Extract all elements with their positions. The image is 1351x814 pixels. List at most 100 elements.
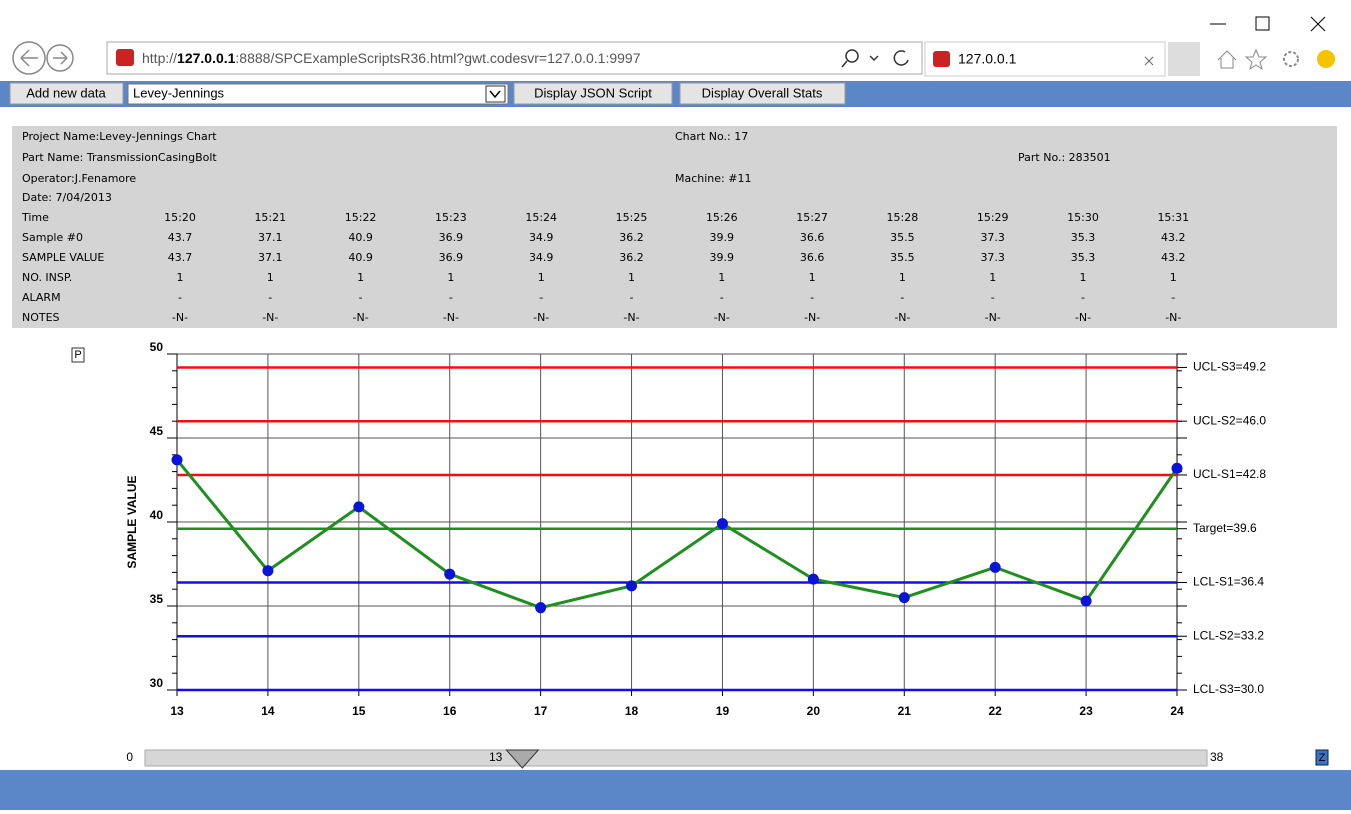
smiley-icon[interactable] xyxy=(1317,50,1335,68)
x-tick-label: 24 xyxy=(1170,704,1184,718)
row-label: NO. INSP. xyxy=(22,271,72,284)
cell: -N- xyxy=(804,311,820,324)
row-label: ALARM xyxy=(22,291,61,304)
data-point xyxy=(807,573,819,585)
row-label: Sample #0 xyxy=(22,231,83,244)
part-name: Part Name: TransmissionCasingBolt xyxy=(22,151,217,164)
search-arrow xyxy=(841,55,879,68)
cell: 15:28 xyxy=(887,211,919,224)
x-tick-label: 18 xyxy=(625,704,639,718)
zoom-icon-label: Z xyxy=(1319,752,1326,764)
scroll-track[interactable] xyxy=(144,749,1208,767)
cell: - xyxy=(268,291,272,304)
address-bar[interactable] xyxy=(106,41,923,75)
cell: 36.2 xyxy=(619,231,644,244)
data-line xyxy=(175,458,1179,610)
y-axis-title: SAMPLE VALUE xyxy=(125,475,139,568)
search-icon[interactable] xyxy=(845,49,859,63)
x-tick-label: 23 xyxy=(1079,704,1093,718)
limit-label: UCL-S1=42.8 xyxy=(1193,467,1266,481)
close[interactable] xyxy=(1310,16,1326,32)
tab[interactable] xyxy=(924,41,1166,77)
cell: 36.9 xyxy=(439,251,464,264)
limit-label: Target=39.6 xyxy=(1193,521,1257,535)
cell: - xyxy=(900,291,904,304)
data-point xyxy=(262,565,274,577)
y-tick-label: 30 xyxy=(150,676,164,690)
cell: 35.5 xyxy=(890,231,915,244)
cell: 39.9 xyxy=(710,231,735,244)
chart-select-value: Levey-Jennings xyxy=(133,85,225,100)
cell: 1 xyxy=(357,271,364,284)
x-tick-label: 22 xyxy=(989,704,1003,718)
data-point xyxy=(353,501,365,513)
cell: 36.2 xyxy=(619,251,644,264)
cell: 40.9 xyxy=(348,251,373,264)
stats-button-label: Display Overall Stats xyxy=(702,85,823,100)
cell: 1 xyxy=(538,271,545,284)
operator: Operator:J.Fenamore xyxy=(22,172,136,185)
stats-button[interactable] xyxy=(679,82,846,105)
url: http://127.0.0.1:8888/SPCExampleScriptsR… xyxy=(142,50,641,66)
cell: 35.3 xyxy=(1071,231,1096,244)
cell: 1 xyxy=(989,271,996,284)
cell: 37.1 xyxy=(258,231,283,244)
print-icon[interactable] xyxy=(71,347,85,363)
y-tick-label: 50 xyxy=(150,340,164,354)
json-button-label: Display JSON Script xyxy=(534,85,652,100)
cell: 36.6 xyxy=(800,231,825,244)
row-label: SAMPLE VALUE xyxy=(22,251,104,264)
cell: 15:20 xyxy=(164,211,196,224)
back-arrow xyxy=(20,49,38,67)
settings-icon[interactable] xyxy=(1283,51,1299,67)
x-tick-label: 14 xyxy=(261,704,275,718)
cell: -N- xyxy=(262,311,278,324)
url-host: 127.0.0.1 xyxy=(177,50,236,66)
favorites-icon[interactable] xyxy=(1244,48,1268,71)
tab-close[interactable] xyxy=(1144,56,1154,66)
data-point xyxy=(535,602,547,614)
cell: 39.9 xyxy=(710,251,735,264)
add-button[interactable] xyxy=(9,82,124,105)
forward-arrow xyxy=(53,51,68,65)
scroll-value: 13 xyxy=(489,750,503,764)
cell: 37.3 xyxy=(980,251,1005,264)
home-icon[interactable] xyxy=(1217,50,1237,69)
date: Date: 7/04/2013 xyxy=(22,191,112,204)
select-arrow xyxy=(489,90,501,99)
new-tab[interactable] xyxy=(1168,42,1200,76)
data-point xyxy=(716,518,728,530)
data-point xyxy=(444,568,456,580)
data-point xyxy=(898,592,910,604)
cell: 43.2 xyxy=(1161,231,1186,244)
cell: -N- xyxy=(714,311,730,324)
scroll-thumb xyxy=(505,749,540,769)
cell: 15:23 xyxy=(435,211,467,224)
maximize[interactable] xyxy=(1255,16,1270,31)
chart-select[interactable] xyxy=(127,83,509,105)
cell: - xyxy=(539,291,543,304)
cell: 15:26 xyxy=(706,211,738,224)
x-tick-label: 21 xyxy=(898,704,912,718)
cell: 1 xyxy=(177,271,184,284)
cell: 34.9 xyxy=(529,231,554,244)
json-button[interactable] xyxy=(513,82,673,105)
x-tick-label: 17 xyxy=(534,704,548,718)
x-tick-label: 19 xyxy=(716,704,730,718)
info-panel xyxy=(12,126,1337,328)
cell: - xyxy=(449,291,453,304)
cell: -N- xyxy=(533,311,549,324)
data-point xyxy=(1080,595,1092,607)
cell: 15:31 xyxy=(1157,211,1189,224)
zoom-icon[interactable] xyxy=(1315,749,1329,766)
limit-label: UCL-S2=46.0 xyxy=(1193,413,1266,427)
cell: 1 xyxy=(628,271,635,284)
x-tick-label: 13 xyxy=(170,704,184,718)
cell: - xyxy=(720,291,724,304)
refresh[interactable] xyxy=(893,50,909,66)
chart: 13 14 15 16 17 18 19 20 21 22 23 24 30 35 40 45 50 UCL-S3… xyxy=(150,340,1267,718)
cell: 34.9 xyxy=(529,251,554,264)
cell: - xyxy=(1171,291,1175,304)
